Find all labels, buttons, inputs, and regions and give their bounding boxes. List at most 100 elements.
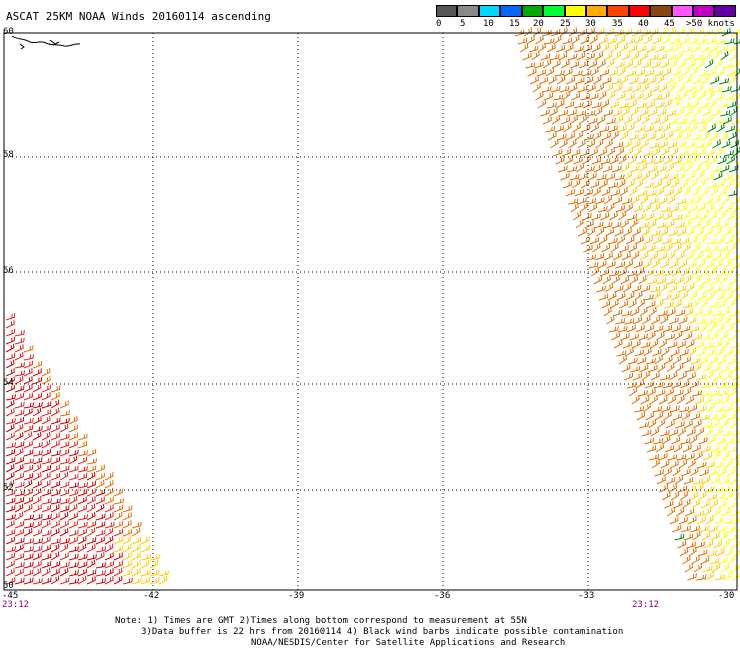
- wind-barb: [635, 324, 645, 333]
- wind-barb: [715, 347, 724, 357]
- wind-barb: [580, 236, 590, 245]
- wind-barb: [664, 243, 673, 253]
- wind-barb: [32, 528, 42, 537]
- wind-barb: [713, 118, 724, 125]
- wind-barb: [23, 503, 33, 513]
- wind-barb: [699, 45, 710, 53]
- wind-barb: [582, 155, 591, 165]
- wind-barb: [632, 372, 642, 381]
- wind-barb: [86, 576, 96, 585]
- wind-barb: [104, 568, 114, 577]
- wind-barb: [620, 163, 630, 173]
- wind-barb: [122, 520, 132, 529]
- wind-barb: [546, 102, 557, 109]
- wind-barb: [50, 440, 60, 449]
- map-frame: [3, 32, 738, 591]
- wind-barb: [601, 300, 611, 309]
- wind-barb: [612, 51, 621, 61]
- wind-barb: [569, 60, 580, 69]
- wind-barb: [131, 577, 142, 585]
- wind-barb: [59, 441, 70, 449]
- wind-barb: [720, 419, 729, 429]
- wind-barb: [569, 174, 580, 181]
- wind-barb: [576, 52, 586, 61]
- wind-barb: [59, 511, 69, 521]
- wind-barb: [713, 427, 723, 437]
- wind-barb: [553, 35, 562, 45]
- wind-barb: [693, 107, 702, 117]
- wind-barb: [23, 522, 35, 529]
- wind-barb: [5, 568, 15, 577]
- wind-barb: [104, 512, 114, 521]
- wind-barb: [710, 76, 720, 85]
- wind-barb: [699, 212, 709, 221]
- wind-barb: [122, 543, 132, 553]
- wind-barb: [693, 362, 702, 373]
- wind-barb: [586, 84, 596, 93]
- wind-barb: [661, 346, 670, 357]
- wind-barb: [568, 198, 579, 205]
- wind-barb: [616, 292, 626, 301]
- wind-barb: [645, 45, 656, 53]
- wind-barb: [609, 100, 619, 109]
- wind-barb: [661, 91, 670, 101]
- wind-barb: [717, 356, 727, 365]
- wind-barb: [23, 408, 33, 417]
- wind-barb: [670, 405, 680, 413]
- wind-barb: [14, 544, 24, 553]
- wind-barb: [593, 275, 603, 285]
- wind-barb: [50, 432, 60, 441]
- legend-swatch: [607, 5, 629, 17]
- wind-barb: [691, 444, 701, 453]
- legend-swatch: [693, 5, 715, 17]
- wind-barb: [697, 292, 707, 301]
- wind-barb: [631, 195, 640, 205]
- wind-barb: [633, 316, 642, 325]
- wind-barb: [673, 131, 683, 141]
- wind-barb: [653, 325, 664, 333]
- wind-barb: [711, 507, 721, 517]
- wind-barb: [59, 505, 70, 513]
- wind-barb: [656, 222, 667, 229]
- wind-barb: [655, 187, 664, 197]
- wind-barb: [727, 75, 737, 85]
- wind-barb: [701, 475, 711, 485]
- wind-barb: [598, 91, 607, 101]
- wind-barb: [705, 515, 714, 525]
- wind-barb: [719, 220, 729, 229]
- wind-barb: [559, 26, 568, 37]
- wind-barb: [630, 52, 640, 61]
- wind-barb: [522, 52, 532, 61]
- wind-barb: [562, 90, 571, 101]
- wind-barb: [606, 202, 615, 213]
- wind-barb: [5, 505, 16, 513]
- wind-barb: [566, 76, 576, 85]
- wind-barb: [95, 503, 105, 513]
- pass-time-label: 23:12: [632, 600, 660, 610]
- wind-barb: [41, 457, 52, 465]
- wind-barb: [5, 442, 16, 449]
- wind-barb: [695, 541, 705, 549]
- wind-barb: [572, 70, 583, 77]
- wind-barb: [595, 197, 605, 205]
- wind-barb: [650, 61, 661, 69]
- map-title: ASCAT 25KM NOAA Winds 20160114 ascending: [6, 10, 271, 23]
- wind-barb: [585, 52, 595, 61]
- wind-barb: [611, 78, 622, 85]
- wind-barb: [603, 52, 613, 61]
- wind-barb: [714, 259, 724, 269]
- wind-barb: [685, 283, 695, 293]
- wind-barb: [617, 67, 626, 77]
- wind-barb: [615, 147, 625, 157]
- wind-barb: [77, 466, 88, 473]
- wind-barb: [23, 417, 34, 425]
- wind-barb: [674, 222, 685, 229]
- wind-barb: [712, 398, 723, 405]
- wind-barb: [638, 162, 648, 173]
- wind-barb: [703, 342, 714, 349]
- wind-barb: [41, 514, 52, 521]
- wind-barb: [664, 445, 675, 453]
- wind-barb: [725, 323, 735, 333]
- wind-barb: [50, 489, 61, 497]
- wind-barb: [104, 521, 115, 529]
